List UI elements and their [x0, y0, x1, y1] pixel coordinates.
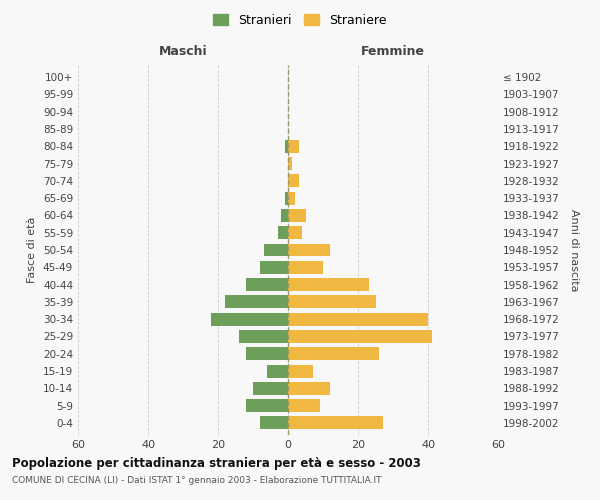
Bar: [288, 261, 323, 274]
Bar: [288, 364, 313, 378]
Bar: [288, 296, 376, 308]
Bar: [288, 278, 368, 291]
Bar: [288, 382, 330, 395]
Bar: [260, 261, 288, 274]
Bar: [246, 348, 288, 360]
Bar: [225, 296, 288, 308]
Text: COMUNE DI CECINA (LI) - Dati ISTAT 1° gennaio 2003 - Elaborazione TUTTITALIA.IT: COMUNE DI CECINA (LI) - Dati ISTAT 1° ge…: [12, 476, 382, 485]
Y-axis label: Anni di nascita: Anni di nascita: [569, 209, 579, 291]
Bar: [288, 416, 383, 430]
Bar: [284, 192, 288, 204]
Bar: [288, 226, 302, 239]
Bar: [253, 382, 288, 395]
Bar: [288, 312, 428, 326]
Bar: [277, 226, 288, 239]
Bar: [288, 174, 299, 188]
Bar: [288, 209, 305, 222]
Bar: [288, 140, 299, 152]
Legend: Stranieri, Straniere: Stranieri, Straniere: [208, 8, 392, 32]
Bar: [288, 348, 379, 360]
Y-axis label: Fasce di età: Fasce di età: [28, 217, 37, 283]
Bar: [281, 209, 288, 222]
Bar: [239, 330, 288, 343]
Bar: [288, 399, 320, 412]
Bar: [260, 416, 288, 430]
Bar: [211, 312, 288, 326]
Bar: [263, 244, 288, 256]
Text: Femmine: Femmine: [361, 45, 425, 58]
Bar: [288, 192, 295, 204]
Bar: [246, 278, 288, 291]
Bar: [288, 330, 431, 343]
Text: Maschi: Maschi: [158, 45, 208, 58]
Text: Popolazione per cittadinanza straniera per età e sesso - 2003: Popolazione per cittadinanza straniera p…: [12, 458, 421, 470]
Bar: [288, 244, 330, 256]
Bar: [288, 157, 292, 170]
Bar: [267, 364, 288, 378]
Bar: [284, 140, 288, 152]
Bar: [246, 399, 288, 412]
